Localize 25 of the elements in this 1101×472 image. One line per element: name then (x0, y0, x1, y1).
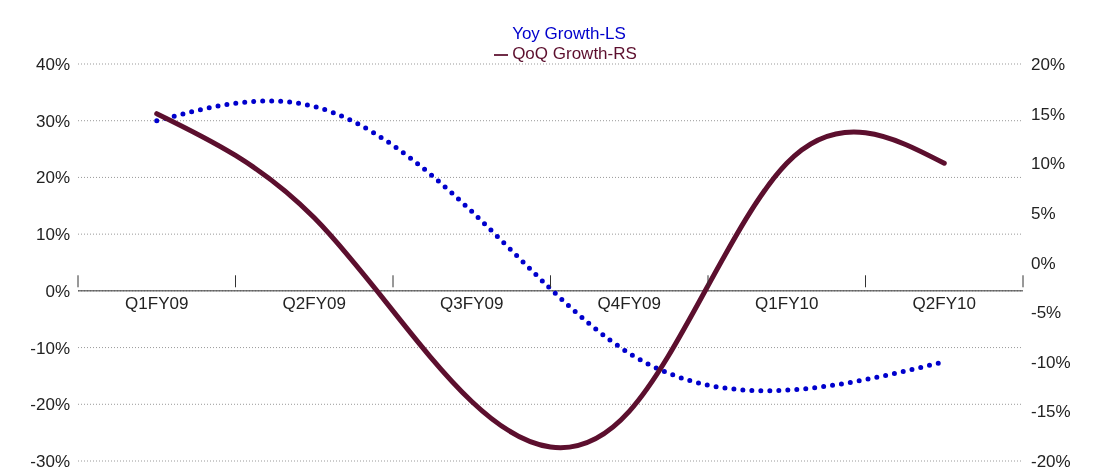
y-tick-label: 0% (45, 281, 70, 301)
y2-tick-label: 15% (1031, 104, 1066, 124)
y-tick-label: -20% (30, 395, 70, 415)
y2-tick-label: 0% (1031, 253, 1056, 273)
y2-tick-label: -5% (1031, 303, 1062, 323)
y2-tick-label: -15% (1031, 402, 1071, 422)
y-tick-label: 10% (35, 225, 70, 245)
y2-tick-label: -20% (1031, 452, 1071, 472)
x-tick-label: Q1FY09 (125, 294, 189, 314)
y-tick-label: 20% (35, 168, 70, 188)
text: Yoy Growth-LS (512, 24, 626, 43)
y-tick-label: 40% (35, 55, 70, 75)
y-tick-label: 30% (35, 111, 70, 131)
x-tick-label: Q2FY09 (282, 294, 346, 314)
y2-tick-label: 20% (1031, 55, 1066, 75)
x-tick-label: Q1FY10 (755, 294, 819, 314)
x-tick-label: Q3FY09 (440, 294, 504, 314)
x-tick-label: Q2FY10 (912, 294, 976, 314)
y2-tick-label: -10% (1031, 352, 1071, 372)
x-tick-label: Q4FY09 (597, 294, 661, 314)
y-tick-label: -10% (30, 338, 70, 358)
y2-tick-label: 10% (1031, 154, 1066, 174)
y2-tick-label: 5% (1031, 203, 1056, 223)
legend-label: QoQ Growth-RS (512, 44, 637, 63)
y-tick-label: -30% (30, 452, 70, 472)
